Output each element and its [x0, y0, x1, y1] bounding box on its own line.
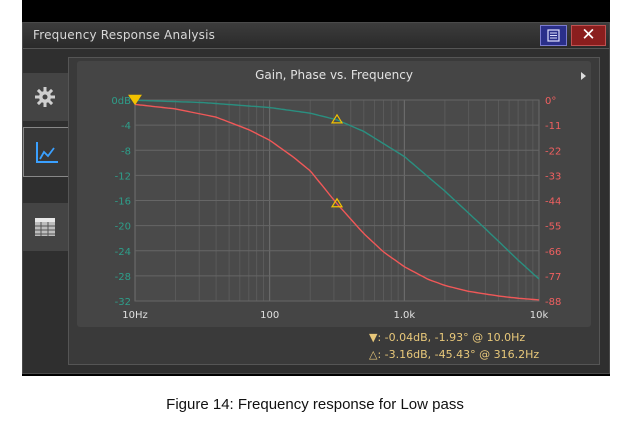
y-tick-label-right: -55: [545, 222, 561, 233]
marker-2-phase: [330, 197, 344, 208]
x-tick-label: 10Hz: [122, 310, 148, 321]
y-tick-label-left: -16: [115, 197, 131, 208]
y-tick-label-right: -11: [545, 121, 561, 132]
table-icon: [35, 218, 55, 236]
tab-chart[interactable]: [23, 127, 70, 177]
y-tick-label-right: -44: [545, 197, 561, 208]
y-tick-label-right: 0°: [545, 96, 556, 107]
x-tick-label: 1.0k: [393, 310, 415, 321]
analysis-panel: Gain, Phase vs. Frequency 0dB 0° -4 -11 -8 -2…: [68, 57, 600, 365]
expand-arrow-icon[interactable]: [581, 72, 586, 80]
marker-1: [128, 94, 142, 106]
close-icon: ✕: [581, 25, 596, 45]
marker-2-gain: [330, 113, 344, 124]
y-tick-label-left: -24: [115, 247, 131, 258]
chart-icon: [36, 142, 58, 163]
y-tick-label-right: -22: [545, 146, 561, 157]
y-tick-label-left: -20: [115, 222, 131, 233]
title-bar: Frequency Response Analysis ✕: [23, 23, 609, 49]
close-button[interactable]: ✕: [571, 25, 606, 46]
phase-line: [134, 103, 540, 301]
fra-window: Frequency Response Analysis ✕: [22, 22, 610, 374]
gain-line: [135, 99, 540, 280]
menu-icon: [547, 29, 560, 42]
y-tick-label-right: -33: [545, 171, 561, 182]
y-tick-label-left: -28: [115, 272, 131, 283]
y-tick-label-left: -12: [115, 171, 131, 182]
y-tick-label-right: -66: [545, 247, 561, 258]
tab-table[interactable]: [23, 203, 69, 251]
x-tick-label: 10k: [530, 310, 549, 321]
y-tick-label-left: -32: [115, 297, 131, 308]
y-tick-label-right: -88: [545, 297, 561, 308]
x-tick-label: 100: [260, 310, 279, 321]
y-tick-label-right: -77: [545, 272, 561, 283]
menu-button[interactable]: [540, 25, 567, 46]
figure-caption: Figure 14: Frequency response for Low pa…: [166, 396, 464, 413]
scope-screen: Frequency Response Analysis ✕: [22, 0, 610, 376]
marker-readout-2: △: -3.16dB, -45.43° @ 316.2Hz: [369, 348, 540, 361]
chart-title: Gain, Phase vs. Frequency: [255, 68, 413, 82]
marker-readout-1: ▼: -0.04dB, -1.93° @ 10.0Hz: [369, 331, 526, 344]
tab-settings[interactable]: [23, 73, 69, 121]
plot-area: Gain, Phase vs. Frequency 0dB 0° -4 -11 -8 -2…: [77, 61, 591, 327]
window-title: Frequency Response Analysis: [33, 28, 216, 42]
y-tick-label-left: -4: [121, 121, 131, 132]
y-tick-label-left: 0dB: [111, 96, 131, 107]
bode-chart: 0dB 0° -4 -11 -8 -22 -12 -33 -16 -44 -20 -55 -24 -66 -…: [111, 94, 561, 321]
gear-icon: [35, 87, 55, 107]
y-tick-label-left: -8: [121, 146, 131, 157]
